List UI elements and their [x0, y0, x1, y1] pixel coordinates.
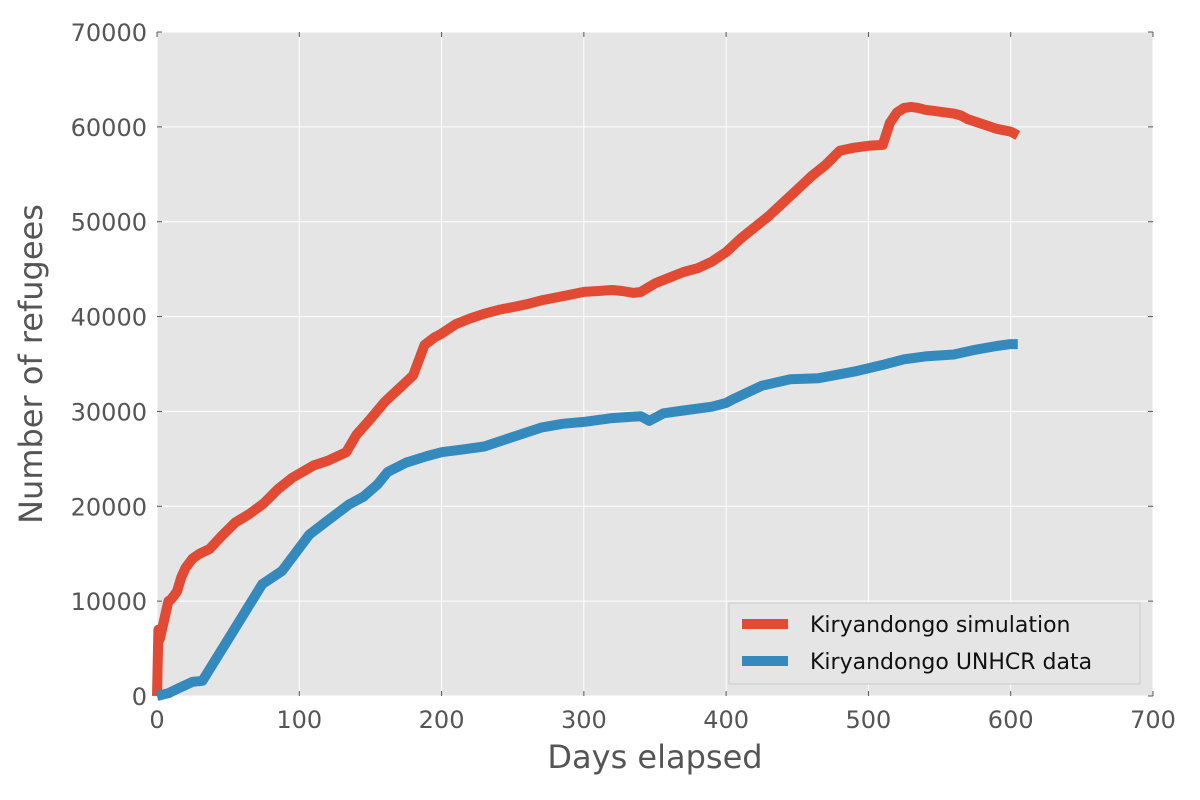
- x-tick-label: 600: [988, 706, 1034, 734]
- y-tick-label: 40000: [71, 304, 147, 332]
- y-tick-label: 20000: [71, 493, 147, 521]
- y-tick-label: 70000: [71, 19, 147, 47]
- axis-ticks: [156, 31, 1154, 697]
- x-tick-label: 200: [419, 706, 465, 734]
- y-tick-label: 0: [132, 683, 147, 711]
- grid-lines: [156, 31, 1154, 697]
- plot-area: [157, 32, 1153, 696]
- x-tick-label: 100: [276, 706, 322, 734]
- y-axis-title: Number of refugees: [12, 204, 50, 524]
- series-line: [155, 339, 1018, 701]
- series-line: [152, 101, 1021, 697]
- tick-labels: 0 100 200 300 400 500 600 700 0 10000 20000 30000 40…: [71, 19, 1176, 734]
- legend: Kiryandongo simulation Kiryandongo UNHCR…: [728, 602, 1141, 685]
- legend-box: [728, 602, 1141, 685]
- legend-label-simulation: Kiryandongo simulation: [810, 613, 1071, 638]
- series-simulation: [152, 101, 1021, 697]
- y-tick-label: 30000: [71, 398, 147, 426]
- series-layer: [152, 101, 1021, 701]
- x-tick-label: 700: [1130, 706, 1176, 734]
- x-axis-title: Days elapsed: [547, 738, 762, 776]
- y-tick-label: 50000: [71, 209, 147, 237]
- y-tick-label: 10000: [71, 588, 147, 616]
- legend-label-unhcr: Kiryandongo UNHCR data: [810, 650, 1092, 675]
- series-unhcr: [155, 339, 1018, 701]
- x-tick-label: 400: [703, 706, 749, 734]
- x-tick-label: 500: [846, 706, 892, 734]
- x-tick-label: 0: [149, 706, 164, 734]
- x-tick-label: 300: [561, 706, 607, 734]
- y-tick-label: 60000: [71, 114, 147, 142]
